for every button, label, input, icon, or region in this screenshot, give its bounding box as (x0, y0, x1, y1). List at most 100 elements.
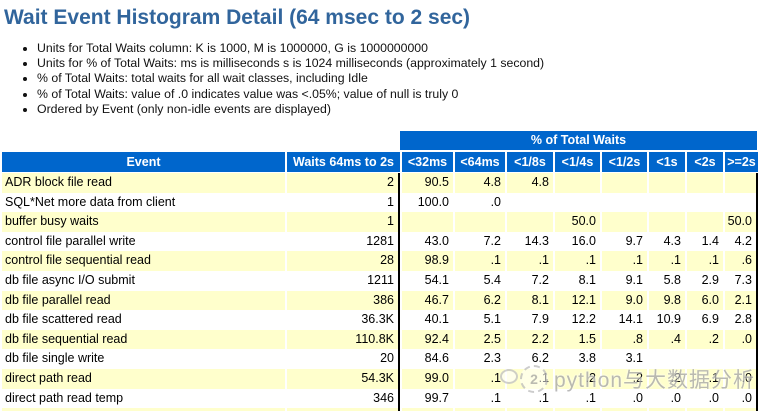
bucket-value-cell: 3.1 (602, 349, 647, 369)
bucket-value-cell: .0 (725, 368, 758, 389)
event-name-cell: control file parallel write (2, 231, 285, 252)
bucket-value-cell: 2.5 (455, 329, 505, 350)
bucket-value-cell: 4.8 (507, 173, 553, 193)
table-row: db file async I/O submit 1211 54.1 5.4 7… (0, 270, 758, 291)
bucket-value-cell: 10.9 (649, 310, 685, 330)
table-header-row: Event Waits 64ms to 2s <32ms <64ms <1/8s… (0, 152, 758, 172)
bucket-value-cell: 5.8 (649, 270, 685, 291)
bucket-value-cell (725, 349, 758, 369)
bucket-value-cell: .8 (602, 329, 647, 350)
bucket-value-cell (649, 212, 685, 232)
column-header-event: Event (2, 152, 285, 172)
table-row-clipped (0, 408, 758, 411)
bucket-value-cell: 5.1 (455, 310, 505, 330)
column-header-bucket: >=2s (725, 152, 758, 172)
waits-cell: 1 (287, 212, 400, 232)
waits-cell: 1 (287, 192, 400, 213)
bucket-value-cell: 84.6 (402, 349, 453, 369)
bucket-value-cell: 2.3 (455, 349, 505, 369)
column-header-bucket: <1/4s (555, 152, 600, 172)
bucket-value-cell: 9.7 (602, 231, 647, 252)
waits-cell: 386 (287, 290, 400, 311)
note-item: % of Total Waits: total waits for all wa… (37, 71, 544, 86)
wait-event-histogram-table: % of Total Waits Event Waits 64ms to 2s … (0, 131, 758, 411)
bucket-value-cell: 4.8 (455, 173, 505, 193)
waits-cell: 28 (287, 251, 400, 271)
waits-cell: 2 (287, 173, 400, 193)
bucket-value-cell: .1 (455, 368, 505, 389)
bucket-value-cell (455, 212, 505, 232)
bucket-value-cell: .1 (555, 251, 600, 271)
bucket-value-cell (602, 192, 647, 213)
table-row: db file single write 20 84.6 2.3 6.2 3.8… (0, 349, 758, 369)
waits-cell: 346 (287, 388, 400, 409)
bucket-value-cell (687, 212, 723, 232)
bucket-value-cell: 7.2 (507, 270, 553, 291)
bucket-value-cell: 43.0 (402, 231, 453, 252)
bucket-value-cell: 54.1 (402, 270, 453, 291)
event-name-cell: direct path read temp (2, 388, 285, 409)
note-item: Units for % of Total Waits: ms is millis… (37, 56, 544, 71)
page-title: Wait Event Histogram Detail (64 msec to … (4, 6, 471, 29)
bucket-value-cell: .2 (649, 368, 685, 389)
bucket-value-cell: 8.1 (507, 290, 553, 311)
bucket-value-cell: .0 (602, 388, 647, 409)
table-row: buffer busy waits 1 50.0 50.0 (0, 212, 758, 232)
bucket-value-cell: .0 (725, 388, 758, 409)
bucket-value-cell (602, 173, 647, 193)
bucket-value-cell: 12.1 (555, 290, 600, 311)
bucket-value-cell: 7.9 (507, 310, 553, 330)
bucket-value-cell (649, 349, 685, 369)
bucket-value-cell: 2.2 (507, 329, 553, 350)
event-name-cell: ADR block file read (2, 173, 285, 193)
bucket-value-cell: 1.5 (555, 329, 600, 350)
bucket-value-cell: 14.1 (602, 310, 647, 330)
column-header-bucket: <1/2s (602, 152, 647, 172)
bucket-value-cell: 40.1 (402, 310, 453, 330)
bucket-value-cell: 98.9 (402, 251, 453, 271)
bucket-value-cell (649, 173, 685, 193)
table-row: direct path read temp 346 99.7 .1 .1 .1 … (0, 388, 758, 409)
bucket-value-cell: 99.7 (402, 388, 453, 409)
bucket-value-cell: 90.5 (402, 173, 453, 193)
bucket-value-cell: 12.2 (555, 310, 600, 330)
bucket-value-cell (725, 173, 758, 193)
bucket-value-cell: 9.8 (649, 290, 685, 311)
bucket-value-cell: .0 (725, 329, 758, 350)
event-name-cell: db file single write (2, 349, 285, 369)
bucket-value-cell: .1 (649, 251, 685, 271)
event-name-cell: control file sequential read (2, 251, 285, 271)
bucket-value-cell (687, 192, 723, 213)
column-header-waits: Waits 64ms to 2s (287, 152, 400, 172)
bucket-value-cell: .1 (507, 368, 553, 389)
event-name-cell: db file scattered read (2, 310, 285, 330)
column-header-bucket: <2s (687, 152, 723, 172)
note-item: % of Total Waits: value of .0 indicates … (37, 87, 544, 102)
bucket-value-cell: .1 (555, 388, 600, 409)
bucket-value-cell: 99.0 (402, 368, 453, 389)
bucket-value-cell (555, 173, 600, 193)
bucket-value-cell (725, 192, 758, 213)
bucket-value-cell: 3.8 (555, 349, 600, 369)
bucket-value-cell: .1 (455, 251, 505, 271)
event-name-cell: buffer busy waits (2, 212, 285, 232)
bucket-value-cell: 46.7 (402, 290, 453, 311)
waits-cell: 20 (287, 349, 400, 369)
column-header-bucket: <1/8s (507, 152, 553, 172)
bucket-value-cell (555, 192, 600, 213)
bucket-value-cell: .0 (649, 388, 685, 409)
bucket-value-cell (507, 212, 553, 232)
column-header-bucket: <64ms (455, 152, 505, 172)
waits-cell: 1281 (287, 231, 400, 252)
bucket-value-cell: 2.1 (725, 290, 758, 311)
bucket-value-cell: 6.2 (455, 290, 505, 311)
bucket-value-cell: 4.2 (725, 231, 758, 252)
waits-cell: 36.3K (287, 310, 400, 330)
event-name-cell: direct path read (2, 368, 285, 389)
table-row: SQL*Net more data from client 1 100.0 .0 (0, 192, 758, 213)
bucket-value-cell: .1 (602, 251, 647, 271)
waits-cell: 54.3K (287, 368, 400, 389)
bucket-value-cell: 14.3 (507, 231, 553, 252)
table-row: db file parallel read 386 46.7 6.2 8.1 1… (0, 290, 758, 311)
bucket-value-cell: 1.4 (687, 231, 723, 252)
